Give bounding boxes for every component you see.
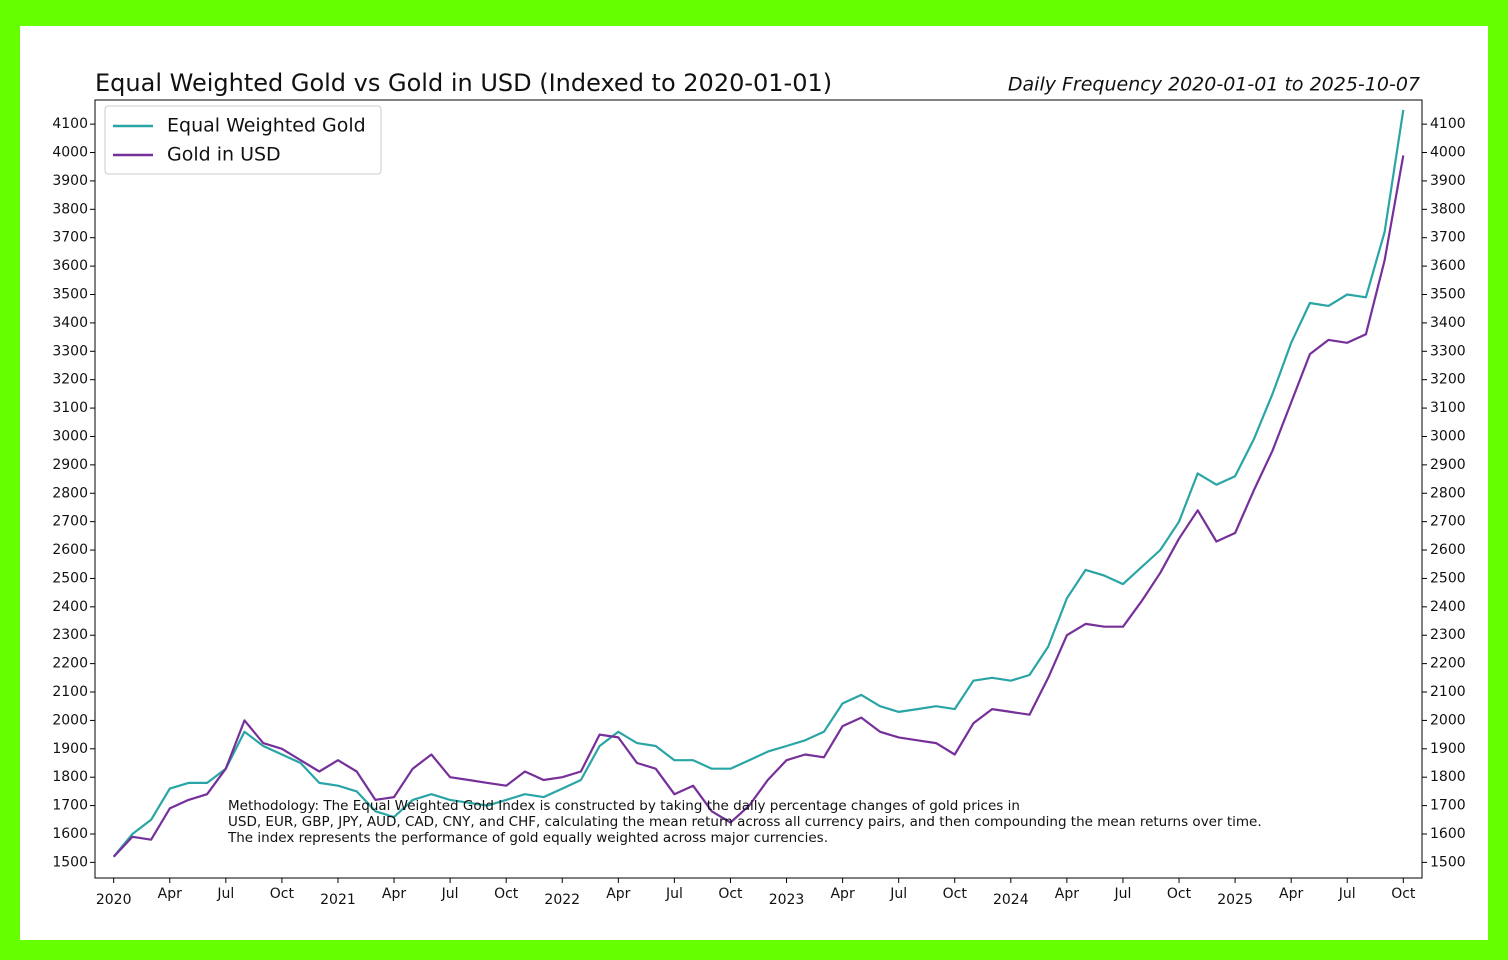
y2-tick-label: 3700	[1430, 230, 1466, 246]
x-tick-label: Apr	[830, 886, 854, 902]
y-tick-label: 3900	[52, 173, 88, 189]
x-tick-label: Oct	[943, 886, 968, 902]
y-tick-label: 3100	[52, 400, 88, 416]
y2-tick-label: 1700	[1430, 798, 1466, 814]
x-tick-label: Jul	[441, 886, 459, 902]
y-tick-label: 2000	[52, 712, 88, 728]
x-tick-label: 2022	[544, 892, 580, 908]
x-tick-label: Jul	[889, 886, 907, 902]
y2-tick-label: 1600	[1430, 826, 1466, 842]
chart-title: Equal Weighted Gold vs Gold in USD (Inde…	[95, 69, 832, 97]
x-tick-label: Jul	[1338, 886, 1356, 902]
y-tick-label: 2500	[52, 570, 88, 586]
y2-tick-label: 3900	[1430, 173, 1466, 189]
y-tick-label: 3000	[52, 428, 88, 444]
x-tick-label: 2025	[1217, 892, 1253, 908]
y2-tick-label: 2600	[1430, 542, 1466, 558]
y-tick-label: 3800	[52, 201, 88, 217]
x-tick-label: 2020	[96, 892, 132, 908]
x-tick-label: Apr	[1055, 886, 1079, 902]
y2-tick-label: 2400	[1430, 599, 1466, 615]
y2-tick-label: 3600	[1430, 258, 1466, 274]
x-tick-label: Apr	[606, 886, 630, 902]
y2-tick-label: 2800	[1430, 485, 1466, 501]
y-tick-label: 1800	[52, 769, 88, 785]
x-tick-label: Oct	[1167, 886, 1192, 902]
y2-tick-label: 2200	[1430, 656, 1466, 672]
y2-tick-label: 3500	[1430, 287, 1466, 303]
x-tick-label: Oct	[270, 886, 295, 902]
y2-tick-label: 2900	[1430, 457, 1466, 473]
y-tick-label: 3400	[52, 315, 88, 331]
y2-tick-label: 2500	[1430, 570, 1466, 586]
canvas	[20, 26, 1488, 940]
y2-tick-label: 3800	[1430, 201, 1466, 217]
y2-tick-label: 1900	[1430, 741, 1466, 757]
y-tick-label: 2700	[52, 514, 88, 530]
x-tick-label: Oct	[718, 886, 743, 902]
x-tick-label: Apr	[158, 886, 182, 902]
y-tick-label: 2600	[52, 542, 88, 558]
y-tick-label: 2400	[52, 599, 88, 615]
y-tick-label: 3200	[52, 372, 88, 388]
y2-tick-label: 3100	[1430, 400, 1466, 416]
y2-tick-label: 3000	[1430, 428, 1466, 444]
y2-tick-label: 2300	[1430, 627, 1466, 643]
y2-tick-label: 2700	[1430, 514, 1466, 530]
x-tick-label: Oct	[494, 886, 519, 902]
annotation: USD, EUR, GBP, JPY, AUD, CAD, CNY, and C…	[228, 814, 1262, 830]
y-tick-label: 2900	[52, 457, 88, 473]
y2-tick-label: 3400	[1430, 315, 1466, 331]
annotation: Methodology: The Equal Weighted Gold Ind…	[228, 798, 1020, 814]
x-tick-label: Jul	[1114, 886, 1132, 902]
legend-box	[104, 105, 382, 175]
annotation: The index represents the performance of …	[227, 830, 828, 846]
legend-label: Gold in USD	[167, 144, 281, 166]
x-tick-label: Apr	[1279, 886, 1303, 902]
y-tick-label: 1600	[52, 826, 88, 842]
y-tick-label: 1500	[52, 854, 88, 870]
y2-tick-label: 4100	[1430, 116, 1466, 132]
y-tick-label: 2800	[52, 485, 88, 501]
y2-tick-label: 3200	[1430, 372, 1466, 388]
series-line	[112, 155, 1405, 858]
x-tick-label: 2023	[769, 892, 805, 908]
y2-tick-label: 1500	[1430, 854, 1466, 870]
x-tick-label: Oct	[1391, 886, 1416, 902]
chart-subtitle: Daily Frequency 2020-01-01 to 2025-10-07	[1008, 74, 1420, 96]
y2-tick-label: 3300	[1430, 343, 1466, 359]
y-tick-label: 3600	[52, 258, 88, 274]
y2-tick-label: 4000	[1430, 145, 1466, 161]
y2-tick-label: 1800	[1430, 769, 1466, 785]
y2-tick-label: 2000	[1430, 712, 1466, 728]
x-tick-label: Jul	[665, 886, 683, 902]
y-tick-label: 4000	[52, 145, 88, 161]
y-tick-label: 2100	[52, 684, 88, 700]
y-tick-label: 2200	[52, 656, 88, 672]
y-tick-label: 1900	[52, 741, 88, 757]
y-tick-label: 2300	[52, 627, 88, 643]
plot-frame	[94, 99, 1423, 879]
x-tick-label: 2021	[320, 892, 356, 908]
y-tick-label: 1700	[52, 798, 88, 814]
x-tick-label: Jul	[216, 886, 234, 902]
y-tick-label: 4100	[52, 116, 88, 132]
series-line	[112, 109, 1405, 858]
x-tick-label: Apr	[382, 886, 406, 902]
legend-label: Equal Weighted Gold	[167, 115, 366, 137]
y2-tick-label: 2100	[1430, 684, 1466, 700]
y-tick-label: 3500	[52, 287, 88, 303]
x-tick-label: 2024	[993, 892, 1029, 908]
y-tick-label: 3300	[52, 343, 88, 359]
y-tick-label: 3700	[52, 230, 88, 246]
